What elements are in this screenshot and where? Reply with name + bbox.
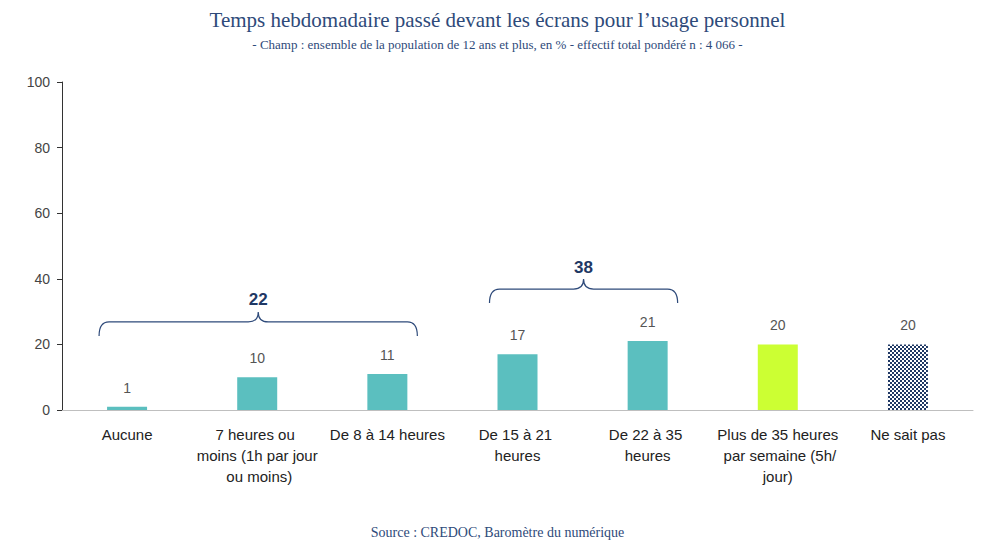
svg-text:100: 100 — [27, 74, 51, 90]
svg-text:De 8 à 14 heures: De 8 à 14 heures — [330, 426, 445, 443]
svg-text:Source : CREDOC, Baromètre du: Source : CREDOC, Baromètre du numérique — [371, 525, 625, 540]
svg-text:11: 11 — [380, 347, 395, 363]
svg-text:21: 21 — [640, 314, 656, 330]
svg-text:20: 20 — [900, 317, 916, 333]
svg-text:De 15 à 21: De 15 à 21 — [479, 426, 557, 443]
svg-text:22: 22 — [249, 290, 268, 309]
svg-text:0: 0 — [42, 402, 50, 418]
svg-text:80: 80 — [34, 140, 50, 156]
svg-text:moins (1h par jour: moins (1h par jour — [197, 447, 318, 464]
svg-text:De 22 à 35: De 22 à 35 — [609, 426, 687, 443]
svg-text:60: 60 — [34, 205, 50, 221]
svg-text:17: 17 — [510, 327, 526, 343]
svg-text:ou moins): ou moins) — [222, 468, 292, 485]
svg-text:Plus de 35 heures: Plus de 35 heures — [717, 426, 838, 443]
svg-text:1: 1 — [123, 380, 131, 396]
svg-text:10: 10 — [249, 350, 265, 366]
svg-text:- Champ : ensemble de la popul: - Champ : ensemble de la population de 1… — [252, 37, 742, 52]
svg-text:jour): jour) — [762, 468, 793, 485]
svg-text:20: 20 — [770, 317, 786, 333]
svg-text:par semaine (5h/: par semaine (5h/ — [719, 447, 837, 464]
svg-text:heures: heures — [495, 447, 541, 464]
svg-text:heures: heures — [625, 447, 671, 464]
svg-text:38: 38 — [574, 258, 593, 277]
svg-text:7 heures ou: 7 heures ou — [216, 426, 299, 443]
svg-text:Temps hebdomadaire passé devan: Temps hebdomadaire passé devant les écra… — [210, 8, 786, 32]
svg-text:40: 40 — [34, 271, 50, 287]
svg-text:Aucune: Aucune — [102, 426, 153, 443]
svg-text:Ne sait pas: Ne sait pas — [870, 426, 945, 443]
svg-text:20: 20 — [34, 336, 50, 352]
